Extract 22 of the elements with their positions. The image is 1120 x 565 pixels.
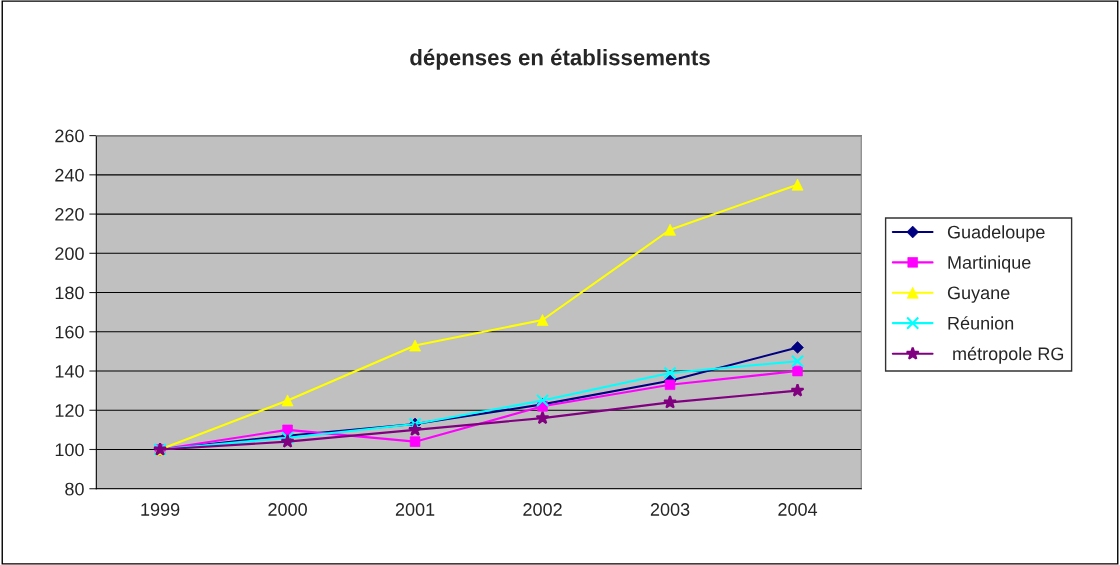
x-tick-label: 2002 <box>523 503 562 516</box>
legend-label: Guadeloupe <box>947 225 1045 243</box>
legend-label: métropole RG <box>953 346 1064 364</box>
y-tick-label: 260 <box>55 129 84 143</box>
x-tick-label: 2000 <box>268 503 307 516</box>
x-tick-label: 2004 <box>778 503 818 516</box>
y-tick-label: 100 <box>55 443 84 457</box>
y-tick-label: 240 <box>55 168 84 182</box>
x-tick-label: 2003 <box>650 503 690 516</box>
y-tick-label: 180 <box>55 286 84 300</box>
y-tick-label: 120 <box>55 404 84 417</box>
y-tick-label: 220 <box>55 208 84 221</box>
x-tick-label: 2001 <box>395 503 435 516</box>
y-tick-label: 140 <box>55 364 84 378</box>
chart-title: dépenses en établissements <box>410 48 710 70</box>
x-tick-label: 1999 <box>141 503 180 516</box>
y-tick-label: 160 <box>55 325 84 339</box>
y-tick-label: 200 <box>55 247 84 261</box>
legend-label: Guyane <box>947 286 1010 303</box>
legend-label: Martinique <box>948 255 1031 273</box>
y-tick-label: 80 <box>65 482 84 496</box>
legend-label: Réunion <box>948 316 1014 330</box>
